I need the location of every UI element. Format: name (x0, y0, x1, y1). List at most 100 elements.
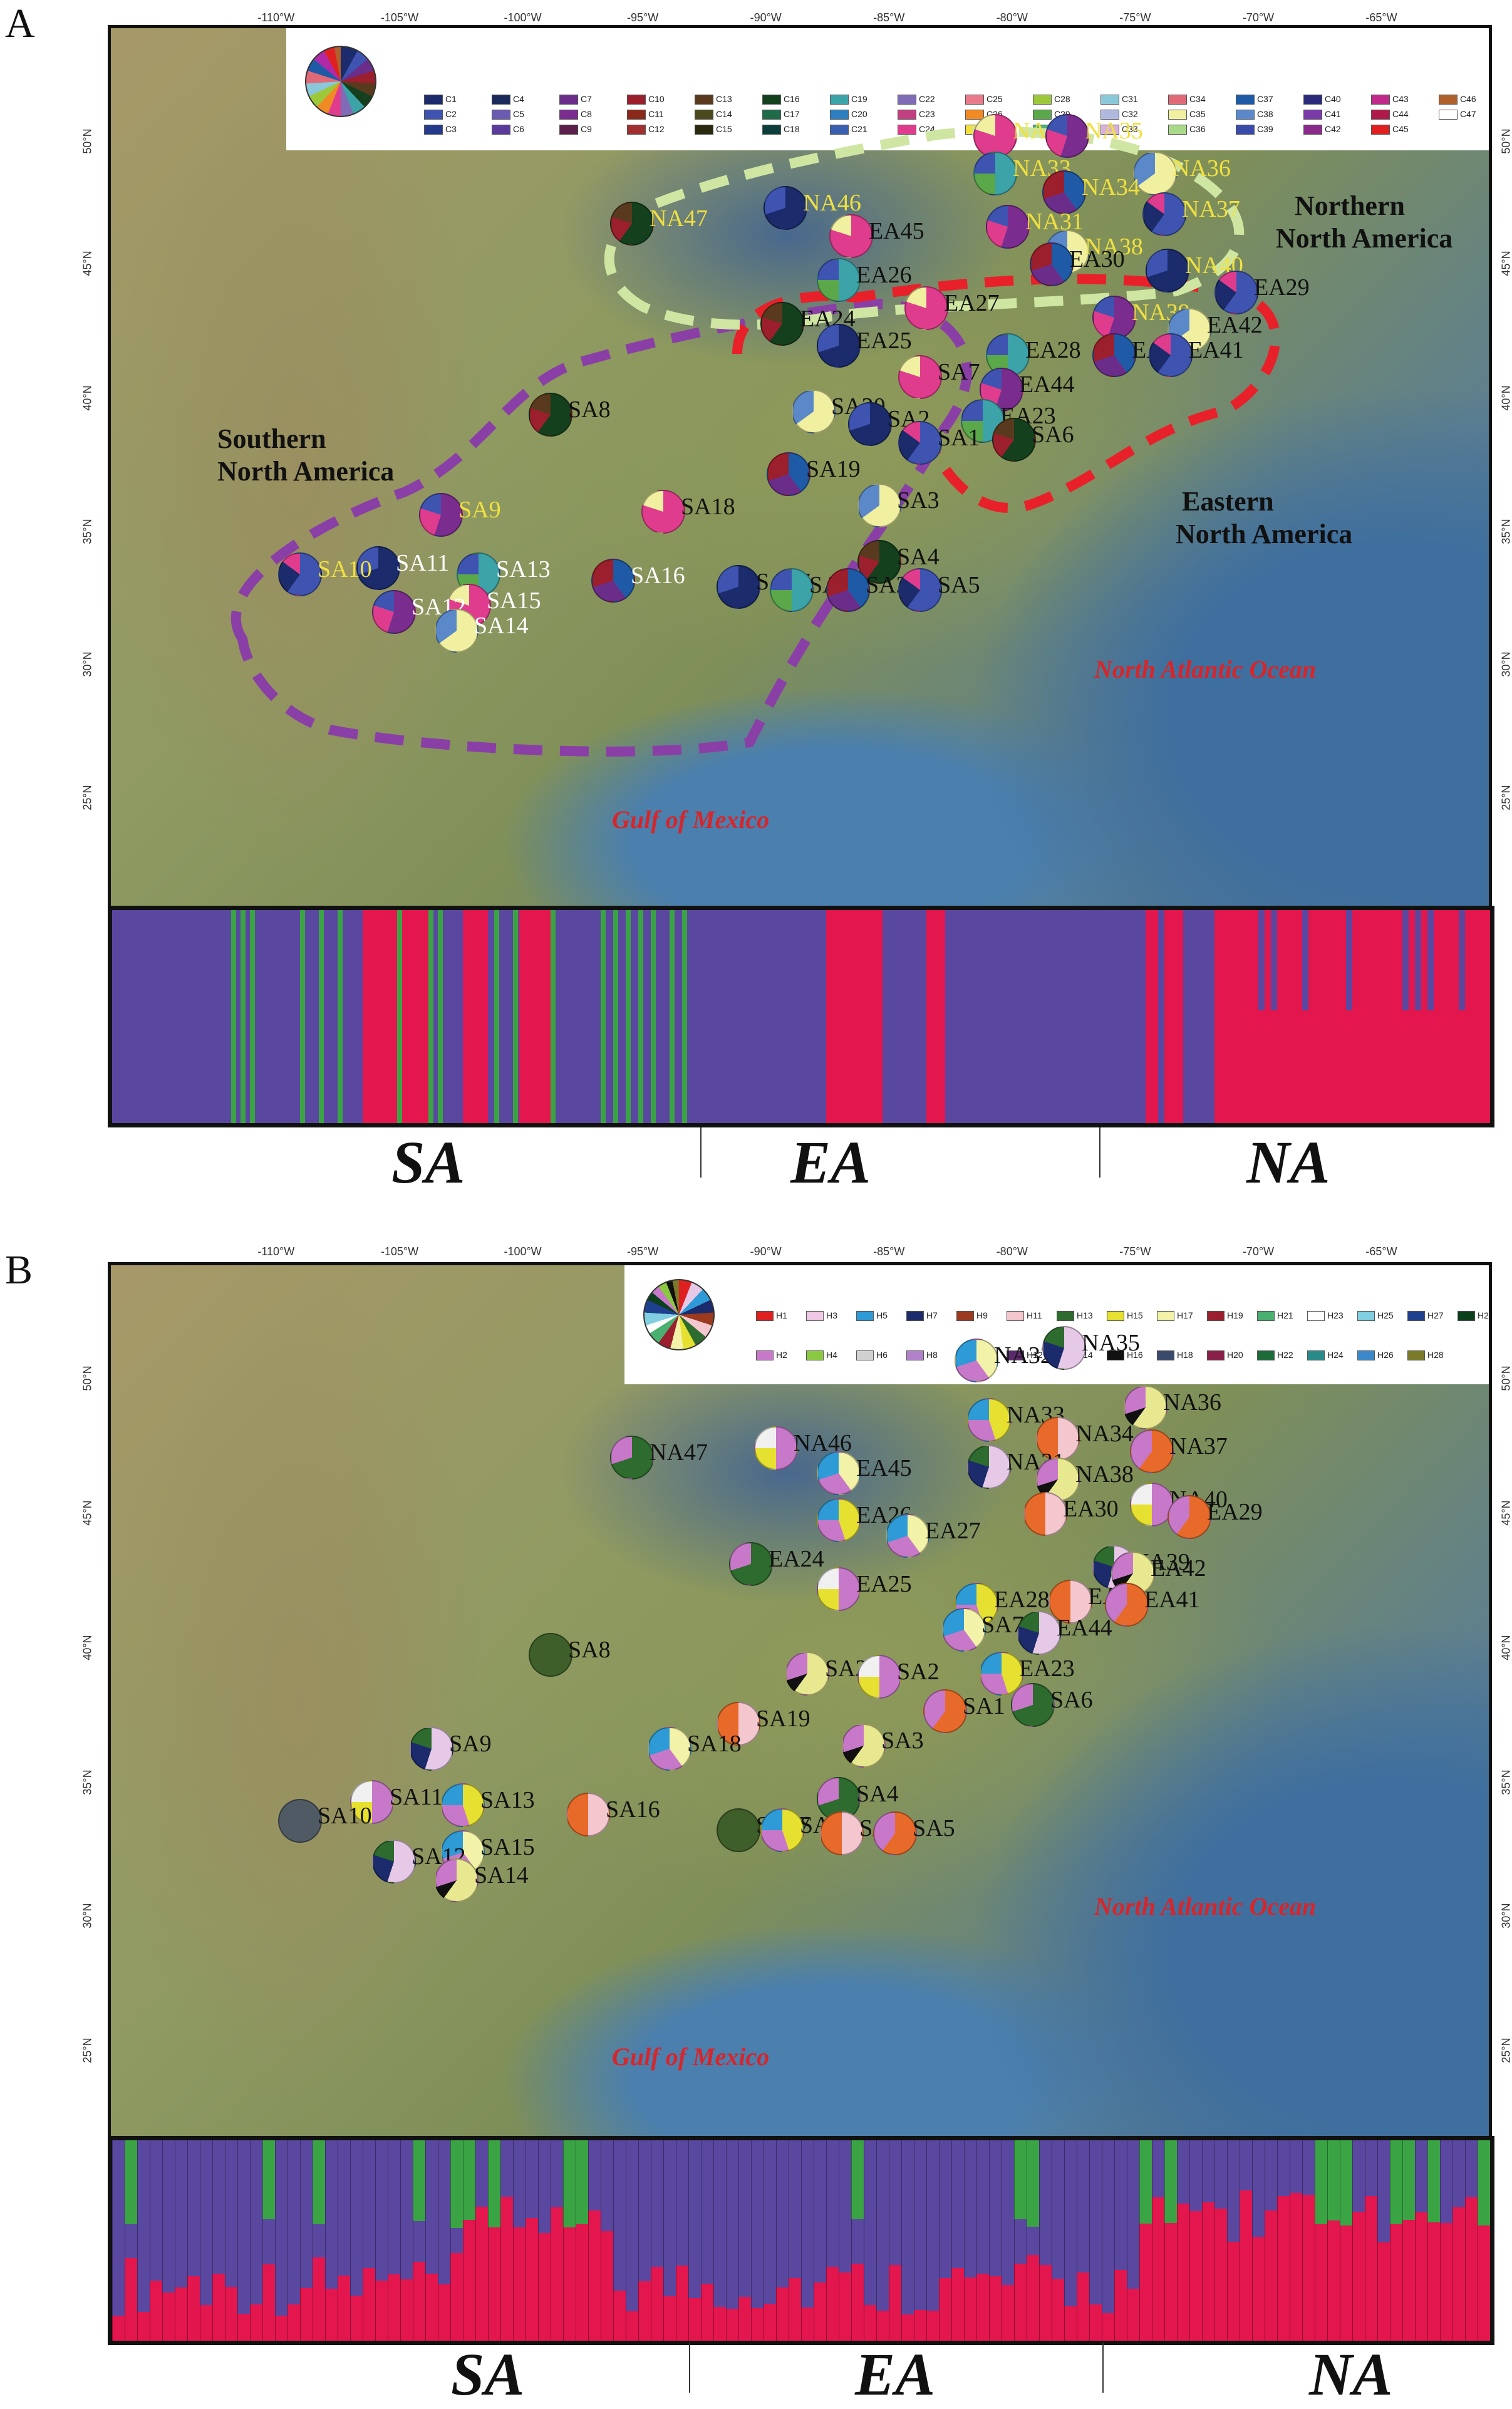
site-label-ea24: EA24 (769, 1546, 824, 1572)
structure-bar (789, 2278, 801, 2341)
legend-item-c31: C31 (1100, 94, 1138, 105)
structure-bar (851, 2140, 864, 2220)
structure-bar (538, 2232, 551, 2341)
legend-text: C25 (986, 94, 1003, 104)
legend-swatch (756, 1311, 774, 1322)
legend-swatch (898, 110, 916, 120)
legend-item-h22: H22 (1257, 1350, 1293, 1361)
structure-bar-divider (350, 2140, 351, 2341)
legend-swatch (1236, 110, 1255, 120)
legend-text: C47 (1460, 109, 1476, 119)
longitude-tick: -65°W (1365, 11, 1397, 24)
structure-bar (1327, 2140, 1340, 2221)
legend-swatch (424, 125, 443, 135)
structure-bar (613, 910, 618, 1123)
legend-item-c21: C21 (830, 124, 867, 135)
structure-bar (1415, 910, 1421, 1010)
structure-bar (463, 2140, 475, 2220)
site-pie-ea44 (1017, 1611, 1061, 1655)
legend-swatch (1257, 1311, 1275, 1322)
site-pie-sa6 (1011, 1683, 1055, 1727)
structure-bar (851, 2264, 864, 2341)
legend-swatch (1100, 125, 1119, 135)
legend-text: C4 (513, 94, 524, 104)
structure-bar (688, 2298, 701, 2341)
legend-item-c22: C22 (898, 94, 935, 105)
legend-item-h21: H21 (1257, 1310, 1293, 1322)
structure-bar (670, 910, 675, 1123)
legend-text: C11 (648, 109, 664, 119)
legend-text: C21 (851, 124, 867, 134)
legend-swatch (1303, 95, 1322, 105)
longitude-tick: -105°W (380, 11, 419, 24)
legend-text: C12 (648, 124, 665, 134)
structure-bar-divider (776, 2140, 777, 2341)
legend-item-c25: C25 (965, 94, 1003, 105)
structure-bar (638, 910, 643, 1123)
group-label-na-b: NA (1309, 2341, 1393, 2408)
structure-bar-divider (500, 2140, 501, 2341)
structure-bar (638, 2281, 651, 2341)
latitude-tick: 25°N (81, 2038, 94, 2063)
legend-swatch (830, 110, 849, 120)
site-pie-sa14 (435, 1858, 479, 1902)
structure-bar-divider (425, 2140, 426, 2341)
legend-item-h29: H29 (1458, 1310, 1489, 1322)
legend-swatch (424, 95, 443, 105)
southern-region-outline (230, 298, 972, 757)
legend-text: C5 (513, 109, 524, 119)
structure-bar (1027, 2254, 1039, 2341)
legend-text: H26 (1377, 1350, 1394, 1360)
group-label-sa-a: SA (391, 1129, 465, 1196)
site-pie-na47 (610, 1436, 654, 1479)
site-label-ea29: EA29 (1254, 274, 1310, 301)
legend-text: C19 (851, 94, 867, 104)
site-label-sa9: SA9 (449, 1731, 492, 1757)
site-label-ea45: EA45 (856, 1455, 912, 1481)
structure-bar (250, 2304, 262, 2341)
structure-bar (397, 910, 402, 1123)
site-pie-sa10 (278, 1799, 322, 1843)
legend-item-h12: H12 (1007, 1350, 1043, 1361)
legend-text: C36 (1189, 124, 1206, 134)
site-pie-ea27 (886, 1514, 929, 1558)
site-label-ea28: EA28 (994, 1587, 1050, 1613)
site-pie-na39 (1092, 296, 1136, 339)
legend-swatch (1257, 1350, 1275, 1361)
legend-item-c37: C37 (1236, 94, 1273, 105)
structure-bar (989, 2276, 1002, 2341)
legend-item-h13: H13 (1057, 1310, 1093, 1322)
structure-bar (676, 2266, 688, 2341)
legend-swatch (965, 110, 984, 120)
legend-swatch (906, 1350, 924, 1361)
longitude-tick: -80°W (996, 11, 1028, 24)
structure-bar (889, 2264, 901, 2341)
structure-bar (338, 910, 343, 1123)
structure-bar (588, 2210, 601, 2341)
site-pie-sa10 (278, 552, 322, 596)
latitude-tick: 35°N (81, 1769, 94, 1795)
legend-text: H4 (826, 1350, 837, 1360)
structure-bar (926, 2311, 939, 2341)
site-label-sa6: SA6 (1050, 1687, 1093, 1713)
structure-bar-divider (1227, 2140, 1228, 2341)
region-label-northern-line1: Northern (1295, 190, 1405, 221)
legend-item-h23: H23 (1307, 1310, 1344, 1322)
group-divider-sa-ea-a (700, 1127, 702, 1178)
longitude-tick: -100°W (504, 11, 542, 24)
structure-bar-divider (137, 2140, 138, 2341)
region-label-northern: Northern North America (1276, 190, 1452, 255)
site-pie-na31 (986, 205, 1030, 249)
region-label-southern-line2: North America (217, 456, 395, 487)
longitude-tick: -110°W (257, 1245, 295, 1258)
longitude-tick: -95°W (627, 1245, 659, 1258)
site-label-na35: NA35 (1082, 1330, 1140, 1356)
site-pie-sa9 (410, 1727, 453, 1771)
structure-bar-divider (1402, 2140, 1403, 2341)
structure-bar (1452, 2207, 1465, 2341)
legend-swatch (559, 95, 578, 105)
site-label-sa14: SA14 (474, 1862, 529, 1888)
structure-bar (1377, 2242, 1390, 2341)
structure-bar (1415, 2212, 1427, 2341)
site-pie-ea43 (1092, 333, 1136, 377)
